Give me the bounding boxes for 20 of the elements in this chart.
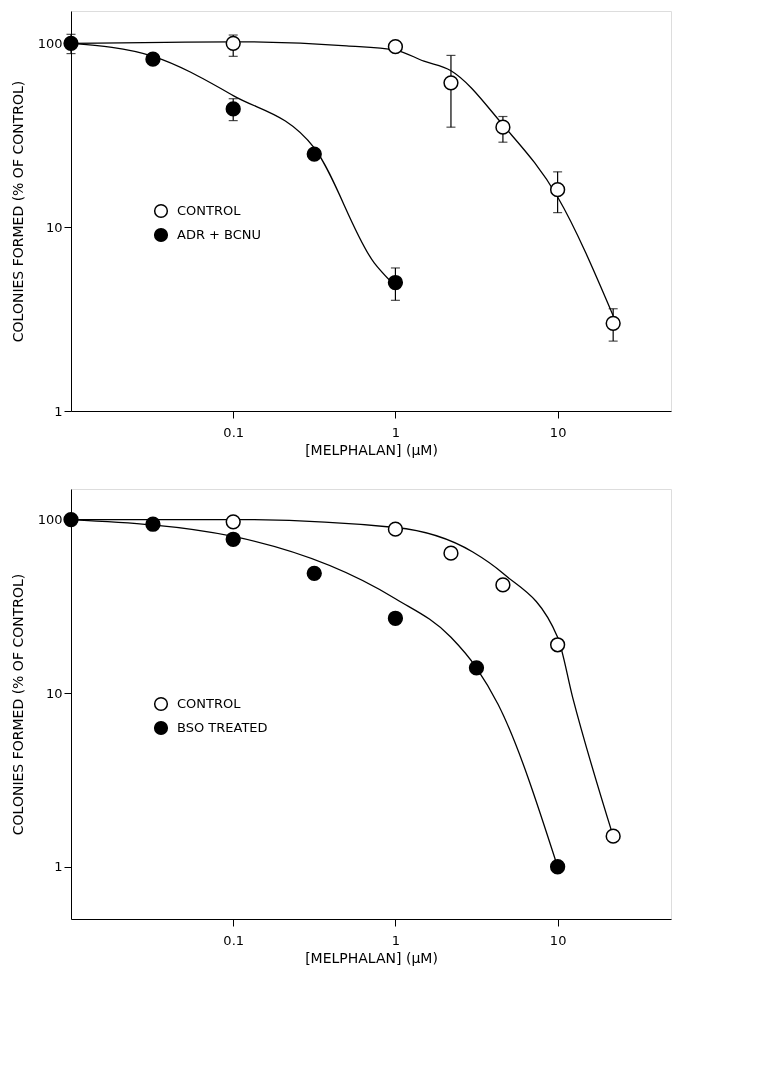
y-tick-label: 10 [45, 685, 63, 701]
y-tick-label: 1 [54, 403, 63, 419]
y-axis-title: COLONIES FORMED (% OF CONTROL) [9, 80, 26, 343]
x-tick-label: 10 [549, 424, 567, 440]
legend-label: CONTROL [177, 696, 242, 711]
x-tick-label: 10 [549, 932, 567, 948]
y-tick-label: 100 [37, 35, 63, 51]
x-tick-label: 1 [391, 932, 401, 948]
legend-label: CONTROL [177, 203, 242, 218]
y-tick-label: 1 [54, 859, 63, 875]
y-tick-label: 10 [45, 219, 63, 235]
x-tick-label: 1 [391, 424, 401, 440]
legend-label: BSO TREATED [177, 720, 268, 735]
x-tick-label: 0.1 [223, 424, 245, 440]
y-tick-label: 100 [37, 512, 63, 528]
x-tick-label: 0.1 [223, 932, 245, 948]
legend-label: ADR + BCNU [177, 227, 262, 242]
y-axis-title: COLONIES FORMED (% OF CONTROL) [9, 573, 26, 836]
x-axis-title: [MELPHALAN] (μM) [305, 949, 438, 966]
x-axis-title: [MELPHALAN] (μM) [305, 441, 438, 458]
